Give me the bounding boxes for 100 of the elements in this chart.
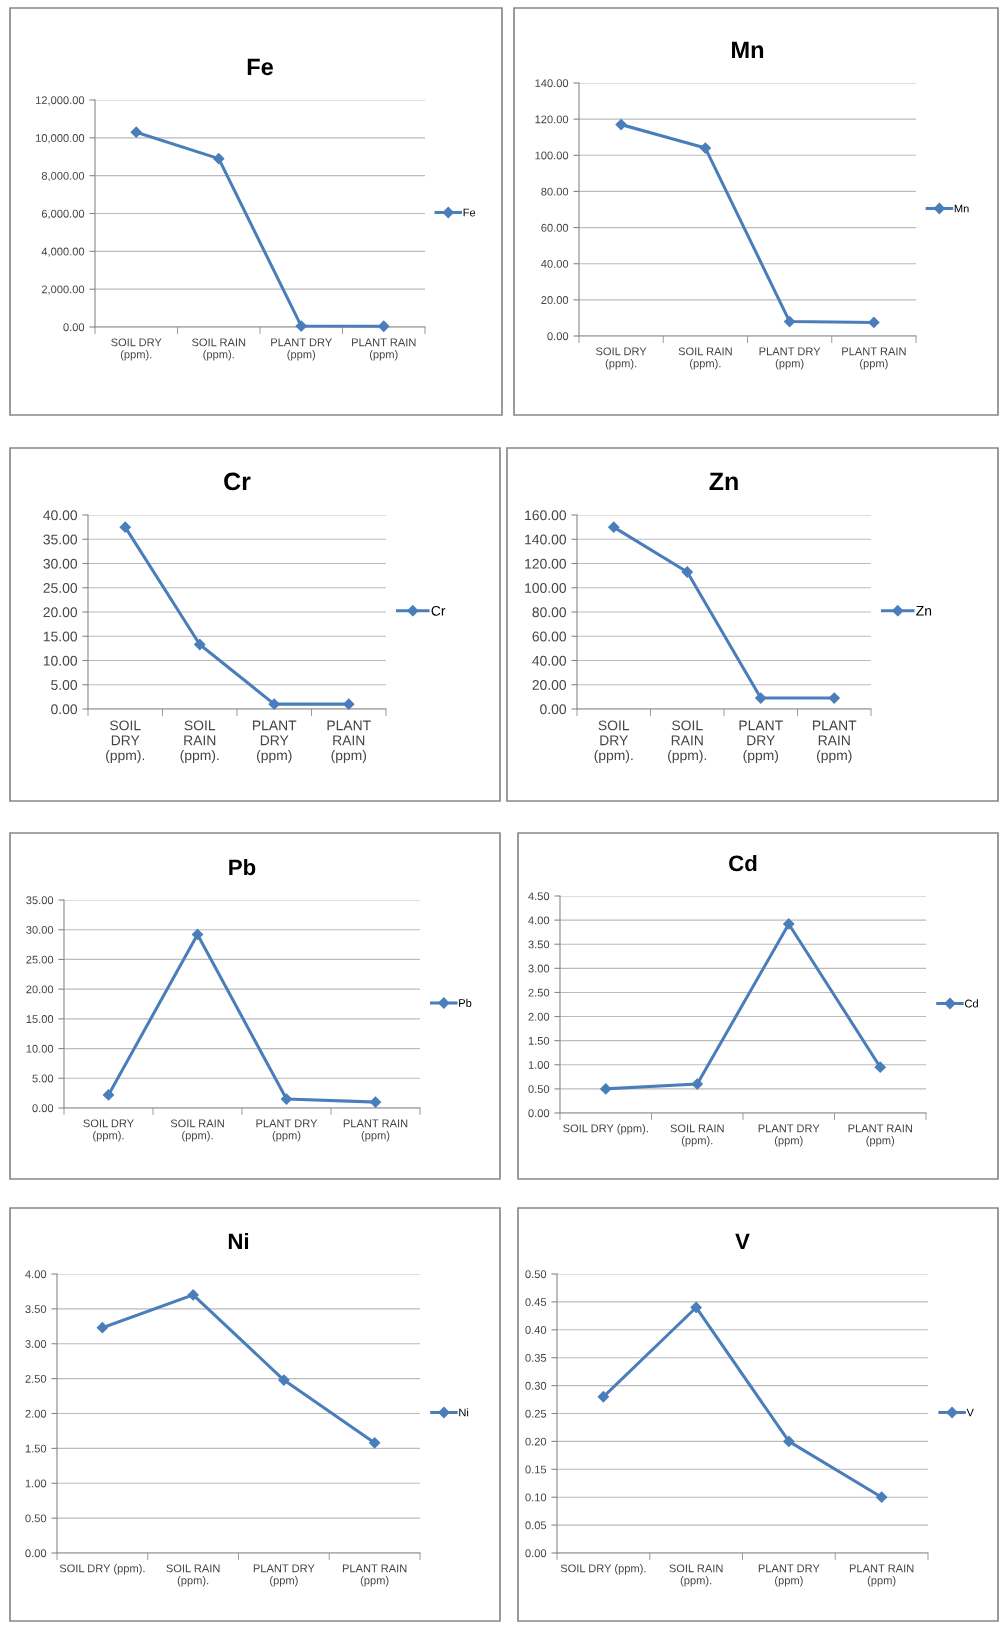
y-tick-label: 10,000.00	[36, 134, 85, 144]
y-tick-label: 120.00	[525, 558, 567, 569]
point	[874, 1061, 886, 1073]
y-tick-label: 25.00	[26, 955, 54, 964]
point	[280, 1093, 293, 1105]
y-tick-label: 0.00	[525, 1549, 547, 1558]
chart-title: Cr	[224, 472, 251, 491]
point	[268, 698, 280, 710]
y-tick-label: 30.00	[26, 925, 54, 934]
point	[876, 1491, 888, 1503]
y-tick-label: 0.40	[525, 1326, 547, 1334]
point	[608, 521, 620, 533]
y-tick-label: 0.35	[525, 1353, 547, 1362]
x-tick-label: SOIL DRY (ppm).	[83, 1119, 134, 1142]
y-tick-label: 40.00	[541, 259, 569, 268]
x-tick-label: PLANT DRY (ppm)	[759, 347, 821, 370]
y-tick-label: 3.50	[528, 940, 550, 949]
x-tick-label: SOIL RAIN (ppm).	[668, 720, 707, 763]
point	[828, 692, 840, 704]
y-tick-label: 5.00	[32, 1074, 54, 1083]
x-tick-label: SOIL DRY (ppm).	[111, 338, 162, 361]
x-tick-label: PLANT RAIN (ppm)	[848, 1124, 912, 1147]
x-tick-label: PLANT DRY (ppm)	[758, 1564, 820, 1587]
point	[369, 1437, 381, 1449]
x-tick-label: SOIL RAIN (ppm).	[669, 1564, 723, 1587]
y-tick-label: 140.00	[525, 534, 567, 545]
y-tick-label: 4,000.00	[41, 247, 85, 257]
point	[119, 521, 131, 533]
y-tick-label: 0.30	[525, 1381, 547, 1390]
x-tick-label: PLANT DRY (ppm)	[253, 720, 297, 763]
legend-label: V	[966, 1408, 974, 1417]
y-tick-label: 140.00	[535, 79, 569, 88]
x-tick-label: SOIL RAIN (ppm).	[191, 338, 246, 361]
x-tick-label: SOIL RAIN (ppm).	[166, 1564, 220, 1587]
x-tick-label: SOIL RAIN (ppm).	[180, 720, 219, 763]
legend-label: Pb	[459, 998, 472, 1007]
point	[194, 638, 206, 651]
y-tick-label: 3.50	[25, 1305, 47, 1314]
x-tick-label: SOIL RAIN (ppm).	[678, 347, 732, 370]
y-tick-label: 60.00	[532, 631, 567, 642]
point	[681, 566, 693, 578]
point	[868, 316, 880, 329]
x-tick-label: PLANT RAIN (ppm)	[849, 1564, 914, 1587]
chart-title: Ni	[228, 1232, 249, 1249]
y-tick-label: 40.00	[532, 655, 567, 666]
y-tick-label: 0.15	[525, 1465, 547, 1474]
x-tick-label: PLANT RAIN (ppm)	[342, 1564, 407, 1587]
x-tick-label: SOIL RAIN (ppm).	[670, 1124, 724, 1147]
point	[615, 118, 627, 131]
y-tick-label: 40.00	[43, 510, 78, 521]
point	[130, 126, 142, 138]
x-tick-label: PLANT RAIN (ppm)	[352, 338, 416, 361]
chart-title: Mn	[732, 41, 764, 58]
x-tick-label: PLANT RAIN (ppm)	[343, 1119, 408, 1142]
y-tick-label: 100.00	[535, 151, 569, 160]
x-tick-label: PLANT DRY (ppm)	[256, 1119, 318, 1142]
y-tick-label: 30.00	[43, 558, 78, 569]
x-tick-label: SOIL DRY (ppm).	[594, 720, 633, 763]
x-tick-label: SOIL DRY (ppm).	[596, 347, 647, 370]
y-tick-label: 0.20	[525, 1437, 547, 1446]
x-tick-label: PLANT DRY (ppm)	[758, 1124, 820, 1147]
y-tick-label: 80.00	[532, 607, 567, 618]
x-tick-label: PLANT DRY (ppm)	[253, 1564, 315, 1587]
y-tick-label: 0.00	[51, 704, 78, 715]
y-tick-label: 10.00	[43, 655, 78, 666]
y-tick-label: 20.00	[43, 607, 78, 618]
y-tick-label: 3.00	[25, 1340, 47, 1348]
point	[783, 1435, 795, 1448]
point	[295, 320, 307, 332]
legend-label: Cr	[431, 605, 446, 616]
y-tick-label: 0.45	[525, 1298, 547, 1307]
y-tick-label: 2.00	[528, 1012, 550, 1021]
y-tick-label: 0.00	[547, 332, 569, 341]
y-tick-label: 0.50	[528, 1085, 550, 1094]
y-tick-label: 4.00	[25, 1270, 47, 1279]
y-tick-label: 20.00	[541, 296, 569, 304]
point	[378, 320, 390, 332]
y-tick-label: 0.00	[528, 1109, 550, 1118]
y-tick-label: 1.00	[25, 1479, 47, 1488]
point	[690, 1301, 702, 1314]
y-tick-label: 35.00	[26, 896, 54, 905]
y-tick-label: 20.00	[26, 985, 54, 994]
point	[96, 1322, 108, 1334]
y-tick-label: 25.00	[43, 583, 78, 593]
y-tick-label: 4.50	[528, 892, 550, 901]
y-tick-label: 15.00	[26, 1015, 54, 1023]
y-tick-label: 1.50	[25, 1444, 47, 1453]
y-tick-label: 120.00	[535, 115, 569, 124]
y-tick-label: 0.00	[32, 1104, 54, 1113]
point	[213, 153, 225, 165]
y-tick-label: 10.00	[26, 1044, 54, 1053]
y-tick-label: 0.05	[525, 1521, 547, 1530]
point	[600, 1083, 612, 1095]
y-tick-label: 0.00	[25, 1549, 47, 1558]
y-tick-label: 6,000.00	[41, 209, 85, 219]
y-tick-label: 8,000.00	[41, 171, 85, 182]
y-tick-label: 4.00	[528, 916, 550, 925]
y-tick-label: 12,000.00	[36, 96, 85, 106]
point	[699, 142, 711, 154]
point	[691, 1078, 703, 1090]
